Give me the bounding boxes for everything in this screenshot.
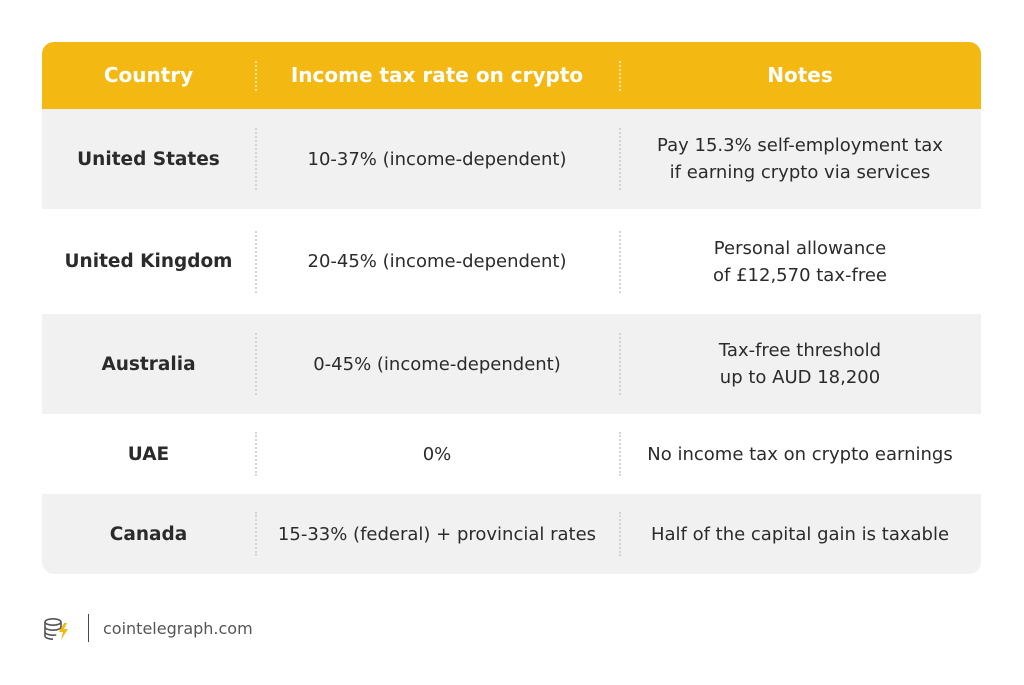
notes-line: Half of the capital gain is taxable [650, 523, 950, 545]
notes-line: No income tax on crypto earnings [647, 443, 953, 465]
notes-line: Tax-free threshold [718, 340, 882, 361]
cointelegraph-coin-logo-icon [44, 618, 68, 640]
rate-cell: 10-37% (income-dependent) [255, 109, 619, 209]
header-notes: Notes [619, 42, 981, 109]
header-country: Country [103, 63, 194, 87]
notes-cell: Tax-free threshold up to AUD 18,200 [619, 314, 981, 414]
footer: cointelegraph.com [42, 612, 253, 644]
notes-line: of £12,570 tax-free [713, 264, 887, 286]
country-cell: UAE [127, 443, 170, 465]
country-cell: United States [77, 148, 220, 170]
header-income-tax-rate: Income tax rate on crypto [255, 42, 619, 109]
country-cell: United Kingdom [64, 251, 233, 272]
notes-line: up to AUD 18,200 [719, 367, 881, 388]
table-row: Canada 15-33% (federal) + provincial rat… [42, 494, 981, 574]
table-row: Australia 0-45% (income-dependent) Tax-f… [42, 314, 981, 414]
notes-cell: Personal allowance of £12,570 tax-free [619, 209, 981, 314]
rate-cell: 15-33% (federal) + provincial rates [255, 494, 619, 574]
table-row: United Kingdom 20-45% (income-dependent)… [42, 209, 981, 314]
country-cell: Australia [101, 353, 196, 375]
notes-line: if earning crypto via services [669, 162, 931, 183]
crypto-tax-table: Country Income tax rate on crypto Notes … [42, 42, 981, 574]
notes-cell: Pay 15.3% self-employment tax if earning… [619, 109, 981, 209]
table-header: Country Income tax rate on crypto Notes [42, 42, 981, 109]
notes-cell: Half of the capital gain is taxable [619, 494, 981, 574]
site-name: cointelegraph.com [103, 618, 253, 638]
table-row: United States 10-37% (income-dependent) … [42, 109, 981, 209]
table-row: UAE 0% No income tax on crypto earnings [42, 414, 981, 494]
rate-cell: 0% [255, 414, 619, 494]
rate-cell: 0-45% (income-dependent) [255, 314, 619, 414]
rate-cell: 20-45% (income-dependent) [255, 209, 619, 314]
footer-divider [88, 614, 89, 642]
country-cell: Canada [109, 523, 188, 545]
notes-line: Pay 15.3% self-employment tax [657, 135, 943, 156]
notes-cell: No income tax on crypto earnings [619, 414, 981, 494]
notes-line: Personal allowance [713, 237, 887, 259]
